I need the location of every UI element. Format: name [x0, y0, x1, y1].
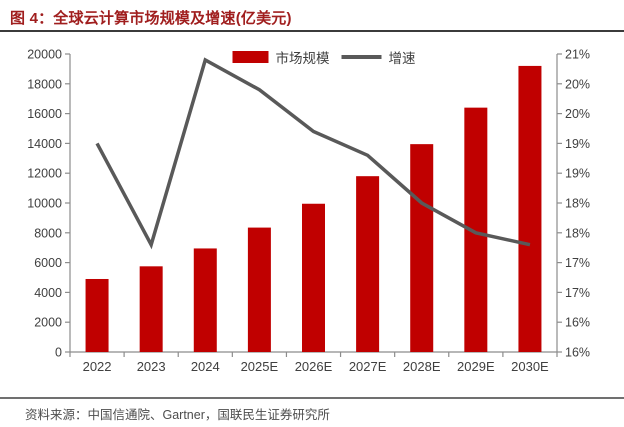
bar-2022 — [85, 278, 109, 352]
growth-line — [95, 57, 531, 250]
left-axis-tick-label: 4000 — [34, 286, 62, 300]
x-axis-label: 2030E — [511, 359, 549, 374]
legend-line-label: 增速 — [388, 51, 416, 66]
chart-legend: 市场规模 增速 — [232, 47, 416, 67]
bar-2027E — [356, 176, 380, 352]
bar-2028E — [410, 144, 434, 352]
x-axis-label: 2026E — [295, 359, 333, 374]
chart-canvas: 0 2000 4000 6000 8000 10000 12000 14000 16000 180… — [27, 48, 590, 375]
left-axis-tick-label: 2000 — [34, 316, 62, 330]
x-axis-label: 2028E — [403, 359, 441, 374]
left-axis-tick-label: 20000 — [27, 48, 62, 62]
x-axis-label: 2023 — [137, 359, 166, 374]
title-divider — [0, 30, 624, 32]
right-axis-tick-label: 17% — [565, 256, 590, 270]
x-axis-label: 2022 — [83, 359, 112, 374]
x-axis-label: 2029E — [457, 359, 495, 374]
right-axis-tick-label: 19% — [565, 167, 590, 181]
right-axis-tick-label: 18% — [565, 226, 590, 240]
right-axis-tick-label: 17% — [565, 286, 590, 300]
left-axis-tick-label: 14000 — [27, 137, 62, 151]
left-axis-tick-label: 8000 — [34, 226, 62, 240]
legend-bar-label: 市场规模 — [275, 51, 330, 66]
x-axis-label: 2025E — [241, 359, 279, 374]
left-axis-tick-label: 6000 — [34, 256, 62, 270]
right-axis-tick-label: 18% — [565, 197, 590, 211]
bar-2026E — [302, 203, 325, 352]
left-axis-tick-label: 16000 — [27, 107, 62, 121]
legend-bar-swatch-icon — [232, 51, 269, 63]
x-axis-label: 2027E — [349, 359, 387, 374]
bar-2025E — [247, 227, 271, 352]
x-axis-label: 2024 — [191, 359, 220, 374]
right-axis-tick-label: 16% — [565, 316, 590, 330]
right-axis-tick-label: 19% — [565, 137, 590, 151]
bar-2029E — [464, 107, 488, 352]
right-axis-tick-label: 20% — [565, 107, 590, 121]
left-axis-tick-label: 12000 — [27, 167, 62, 181]
source-note: 资料来源：中国信通院、Gartner，国联民生证券研究所 — [25, 408, 330, 422]
right-axis-tick-label: 20% — [565, 77, 590, 91]
left-axis-tick-label: 0 — [55, 346, 62, 360]
left-axis-tick-label: 10000 — [27, 197, 62, 211]
legend-line-swatch-icon — [341, 55, 382, 59]
bar-2024 — [193, 248, 217, 352]
chart-title: 图 4：全球云计算市场规模及增速(亿美元) — [10, 10, 292, 27]
bar-2023 — [139, 266, 163, 352]
right-axis-tick-label: 21% — [565, 48, 590, 62]
right-axis-tick-label: 16% — [565, 346, 590, 360]
left-axis-tick-label: 18000 — [27, 77, 62, 91]
footer-divider — [0, 397, 624, 399]
bar-2030E — [518, 65, 542, 353]
